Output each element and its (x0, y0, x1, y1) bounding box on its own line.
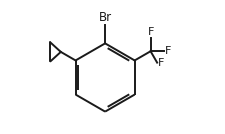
Text: F: F (158, 58, 164, 68)
Text: Br: Br (98, 11, 111, 24)
Text: F: F (164, 46, 170, 56)
Text: F: F (147, 27, 153, 37)
